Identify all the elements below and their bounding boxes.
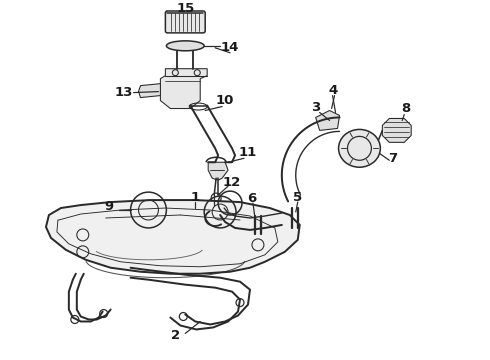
Text: 10: 10 (216, 94, 234, 107)
Text: 11: 11 (239, 146, 257, 159)
Ellipse shape (167, 41, 204, 51)
Text: 8: 8 (402, 102, 411, 115)
Text: 14: 14 (221, 41, 239, 54)
Text: 6: 6 (247, 192, 257, 204)
Text: 2: 2 (171, 329, 180, 342)
Text: 5: 5 (293, 190, 302, 204)
Text: 7: 7 (388, 152, 397, 165)
Text: 9: 9 (104, 199, 113, 212)
Text: 3: 3 (311, 101, 320, 114)
Ellipse shape (339, 129, 380, 167)
Polygon shape (139, 84, 160, 98)
Polygon shape (46, 200, 300, 274)
Text: 12: 12 (223, 176, 241, 189)
Text: 15: 15 (176, 3, 195, 15)
Text: 4: 4 (328, 84, 337, 97)
Polygon shape (382, 118, 411, 142)
Polygon shape (208, 162, 228, 180)
Text: 1: 1 (191, 190, 200, 204)
Polygon shape (316, 111, 340, 130)
Polygon shape (160, 69, 207, 108)
Text: 13: 13 (114, 86, 133, 99)
FancyBboxPatch shape (166, 11, 205, 33)
